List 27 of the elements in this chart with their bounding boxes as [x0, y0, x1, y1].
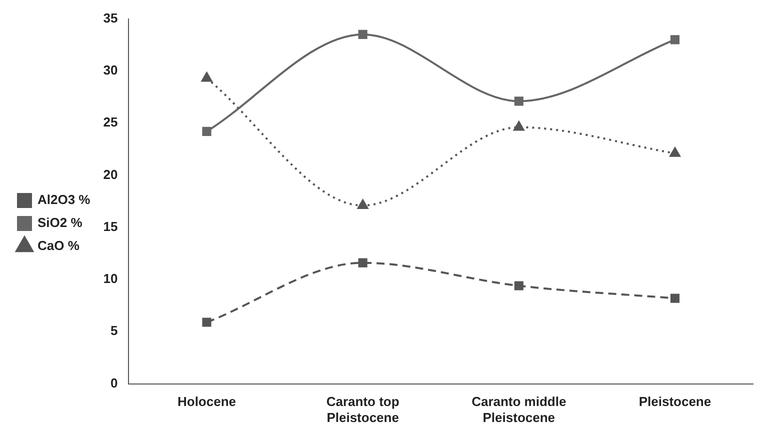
- point: [670, 147, 680, 157]
- y-tick-label: 20: [103, 166, 118, 182]
- point: [201, 72, 212, 82]
- legend-label: Al2O3 %: [38, 192, 91, 208]
- x-tick-label: Caranto top Pleistocene: [326, 394, 400, 425]
- point: [357, 199, 368, 209]
- point: [202, 126, 212, 136]
- y-tick-label: 15: [103, 218, 118, 234]
- point: [670, 294, 680, 303]
- point: [202, 318, 212, 327]
- y-tick-label: 5: [110, 323, 118, 338]
- point: [358, 30, 368, 39]
- point: [514, 121, 524, 131]
- legend-label: SiO2 %: [38, 215, 83, 230]
- x-tick-label: Holocene: [177, 394, 236, 410]
- y-tick-label: 0: [110, 375, 118, 390]
- point: [358, 258, 368, 268]
- y-tick-label: 35: [103, 10, 118, 26]
- y-tick-label: 30: [103, 62, 118, 78]
- point: [670, 35, 680, 44]
- x-tick-label: Caranto middle Pleistocene: [472, 394, 566, 425]
- point: [514, 281, 524, 290]
- y-tick-label: 10: [103, 271, 118, 286]
- y-tick-label: 25: [103, 114, 118, 130]
- legend-label: CaO %: [38, 238, 80, 254]
- x-tick-label: Pleistocene: [638, 394, 712, 410]
- point: [514, 96, 524, 106]
